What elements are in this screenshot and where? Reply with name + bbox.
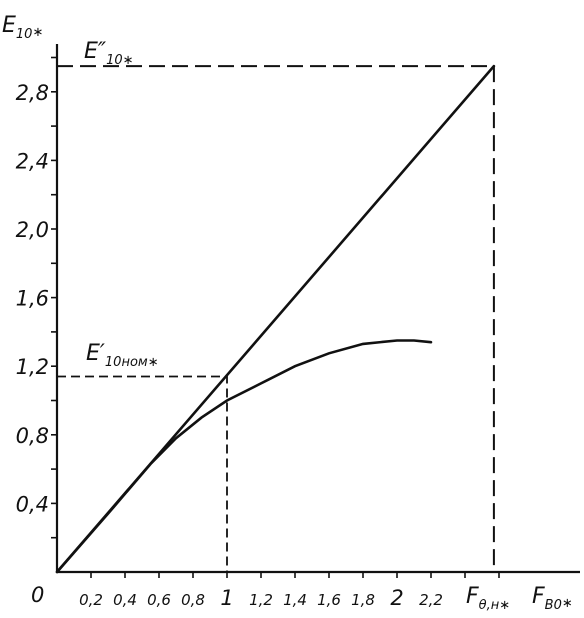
series-line-saturation: [55, 339, 433, 574]
annotation-e10-double-prime-main: E″: [84, 39, 107, 64]
y-axis-title: E10∗: [2, 13, 43, 42]
x-axis-title-star: ∗: [562, 596, 573, 611]
y-tick-label: 0,8: [16, 424, 49, 448]
x-special-label-sub: θ,н∗: [479, 598, 510, 613]
annotation-e10-nom: E′10ном∗: [86, 341, 159, 370]
y-tick-label: 1,6: [16, 287, 49, 311]
axes: [55, 44, 580, 574]
x-tick-label: 0,4: [113, 591, 137, 609]
series-group: [55, 64, 496, 574]
y-axis-title-sub: 10: [16, 27, 33, 42]
x-tick-label: 1,4: [283, 591, 307, 609]
x-tick-label: 1: [220, 586, 233, 610]
ticks: [51, 56, 500, 578]
x-tick-label: 0,2: [79, 591, 103, 609]
y-tick-label: 2,0: [16, 218, 49, 242]
labels: 0,4 0,8 1,2 1,6 2,0 2,4 2,8 0,2 0,4 0,6 0,8 1 1,2 1,4…: [16, 81, 443, 610]
x-special-label-main: F: [466, 584, 479, 609]
y-axis-title-star: ∗: [32, 25, 43, 40]
x-tick-label: 2,2: [419, 591, 443, 609]
x-tick-label: 0,8: [181, 591, 205, 609]
x-axis-title-main: F: [532, 584, 545, 609]
annotation-e10-double-prime-sub: 10∗: [106, 53, 133, 68]
y-tick-label: 0,4: [16, 492, 49, 516]
x-axis-title-sub: B0: [545, 598, 562, 613]
y-tick-label: 2,4: [16, 149, 49, 173]
guide-e10-double-prime: [57, 65, 495, 572]
annotation-e10-double-prime: E″10∗: [84, 39, 134, 68]
x-axis-title: FB0∗: [532, 584, 573, 613]
x-tick-label: 1,2: [249, 591, 273, 609]
x-tick-label: 1,6: [317, 591, 341, 609]
origin-label: 0: [31, 583, 44, 607]
annotation-e10-nom-main: E′: [86, 341, 105, 366]
x-tick-label: 1,8: [351, 591, 375, 609]
y-tick-label: 2,8: [16, 81, 49, 105]
annotation-e10-nom-sub: 10ном∗: [105, 355, 159, 370]
x-tick-label: 0,6: [147, 591, 171, 609]
y-axis-title-main: E: [2, 13, 16, 38]
x-special-label: Fθ,н∗: [466, 584, 510, 613]
y-tick-label: 1,2: [16, 355, 49, 379]
x-tick-label: 2: [390, 586, 403, 610]
